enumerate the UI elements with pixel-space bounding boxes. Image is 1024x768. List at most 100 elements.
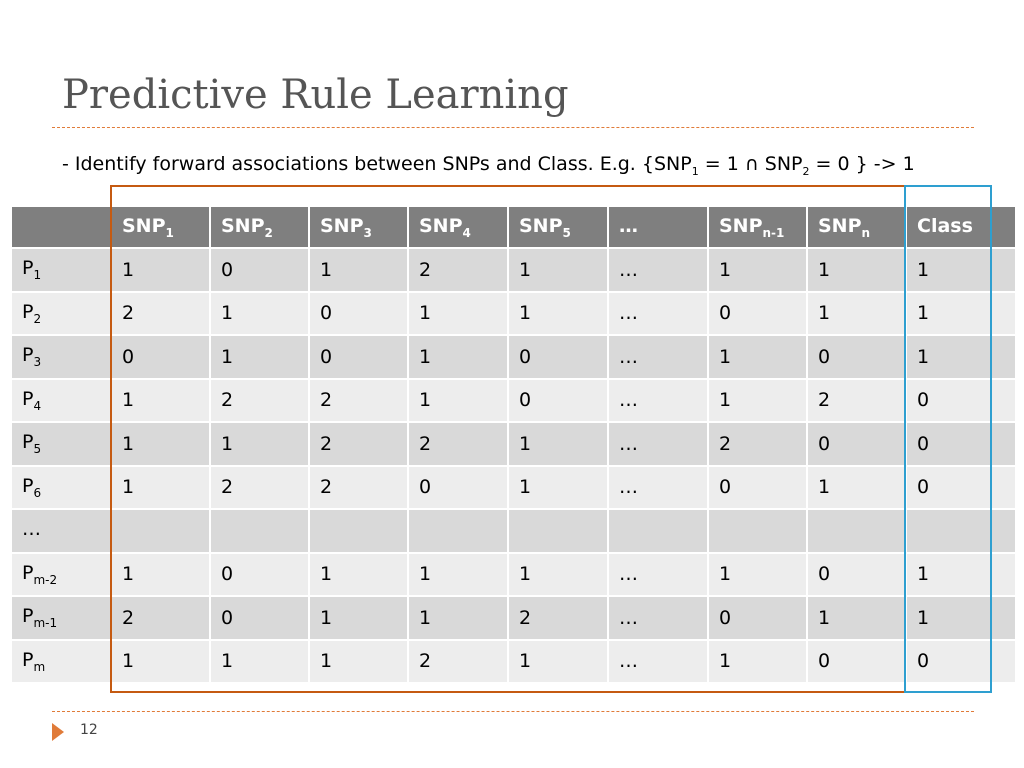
table-cell: 2 [110,595,211,641]
cell-label-text: SNP [719,214,763,237]
header-cell: SNP3 [308,205,409,249]
table-row: P2 2 1 0 1 1… 0 1 1 [10,290,1017,336]
cell-label-text: P [22,300,34,323]
table-cell: 0 [905,377,1017,423]
table-cell: 2 [407,247,509,293]
table-cell: 1 [806,247,907,293]
cell-label-subscript: 3 [363,225,372,240]
cell-label-subscript: 5 [562,225,571,240]
table-cell: 1 [110,247,211,293]
table-cell: 0 [209,551,310,597]
table-cell: 1 [905,551,1017,597]
snp-data-table: SNP1 SNP2 SNP3 SNP4 SNP5… SNPn-1 SNPn Class P1 1… [10,205,1017,684]
cell-label-subscript: 1 [165,225,174,240]
table-body: P1 1 0 1 2 1… 1 1 1 P2 2 1 0 1 1… 0 1 1 P3 0 1 0 1 0… 1 0 1 P4 1 2 2 1 0… [10,247,1017,684]
table-cell: 1 [110,377,211,423]
table-cell: … [607,595,709,641]
feature-columns-highlight-box [110,185,906,693]
table-row: Pm 1 1 1 2 1… 1 0 0 [10,638,1017,684]
table-cell [407,508,509,554]
cell-label-text: P [22,474,34,497]
header-cell: SNP2 [209,205,310,249]
table-cell: 1 [209,334,310,380]
header-cell: Class [905,205,1017,249]
table-cell: 1 [507,290,609,336]
cell-label-subscript: 4 [33,398,42,413]
row-label-cell: Pm-1 [10,595,112,641]
table-cell: 1 [707,551,808,597]
subtitle-subscript: 2 [802,164,810,178]
cell-label-text: SNP [519,214,563,237]
header-cell: SNP1 [110,205,211,249]
cell-label-text: SNP [419,214,463,237]
table-cell: … [607,551,709,597]
cell-label-subscript: n [861,225,871,240]
row-label-cell: P1 [10,247,112,293]
table-cell: … [607,334,709,380]
table-cell: 1 [507,551,609,597]
table-cell: 0 [806,551,907,597]
row-label-cell: P4 [10,377,112,423]
table-cell: 0 [209,595,310,641]
table-cell: 1 [507,464,609,510]
table-cell: 2 [209,377,310,423]
table-cell [308,508,409,554]
triangle-right-icon [52,723,64,741]
cell-label-text: SNP [818,214,862,237]
table-cell: … [607,421,709,467]
slide-title: Predictive Rule Learning [62,72,569,118]
cell-label-text: … [22,518,41,541]
page-number: 12 [80,722,98,738]
table-cell: 2 [507,595,609,641]
table-cell: 0 [308,290,409,336]
cell-label-text: … [619,214,638,237]
header-row: SNP1 SNP2 SNP3 SNP4 SNP5… SNPn-1 SNPn Class [10,205,1017,249]
table-cell: 1 [110,464,211,510]
subtitle-text-part: - Identify forward associations between … [62,153,692,175]
table-cell: 1 [308,247,409,293]
table-cell [905,508,1017,554]
table-cell [806,508,907,554]
cell-label-subscript: m-2 [33,572,58,587]
cell-label-text: Class [917,214,973,237]
table-cell: … [607,290,709,336]
table-cell: 1 [407,334,509,380]
table-cell: 1 [308,638,409,684]
table-cell: 1 [905,247,1017,293]
row-label-cell: … [10,508,112,554]
table-cell: … [607,247,709,293]
table-cell: 2 [707,421,808,467]
table-cell: 2 [110,290,211,336]
table-cell: 1 [806,595,907,641]
cell-label-subscript: 3 [33,355,42,370]
row-label-cell: Pm-2 [10,551,112,597]
table-row: P4 1 2 2 1 0… 1 2 0 [10,377,1017,423]
header-cell: … [607,205,709,249]
table-cell: 0 [905,421,1017,467]
table-cell [110,508,211,554]
table-cell: 0 [806,638,907,684]
table-cell: 1 [407,595,509,641]
table-header: SNP1 SNP2 SNP3 SNP4 SNP5… SNPn-1 SNPn Class [10,205,1017,249]
table-cell: 1 [407,551,509,597]
table-cell: 2 [407,421,509,467]
cell-label-text: P [22,431,34,454]
table-cell: 1 [707,334,808,380]
table-cell: 1 [407,290,509,336]
table-cell: 1 [110,551,211,597]
cell-label-subscript: 5 [33,442,42,457]
table-cell: 1 [507,421,609,467]
cell-label-subscript: n-1 [762,225,785,240]
cell-label-text: P [22,344,34,367]
table-row: … [10,508,1017,554]
cell-label-subscript: 2 [264,225,273,240]
cell-label-text: P [22,387,34,410]
subtitle-subscript: 1 [691,164,699,178]
row-label-cell: P3 [10,334,112,380]
table-cell: 0 [905,638,1017,684]
table-cell: 1 [308,595,409,641]
row-label-cell: P5 [10,421,112,467]
table-cell [209,508,310,554]
table-cell: 2 [209,464,310,510]
table-cell: 1 [905,595,1017,641]
